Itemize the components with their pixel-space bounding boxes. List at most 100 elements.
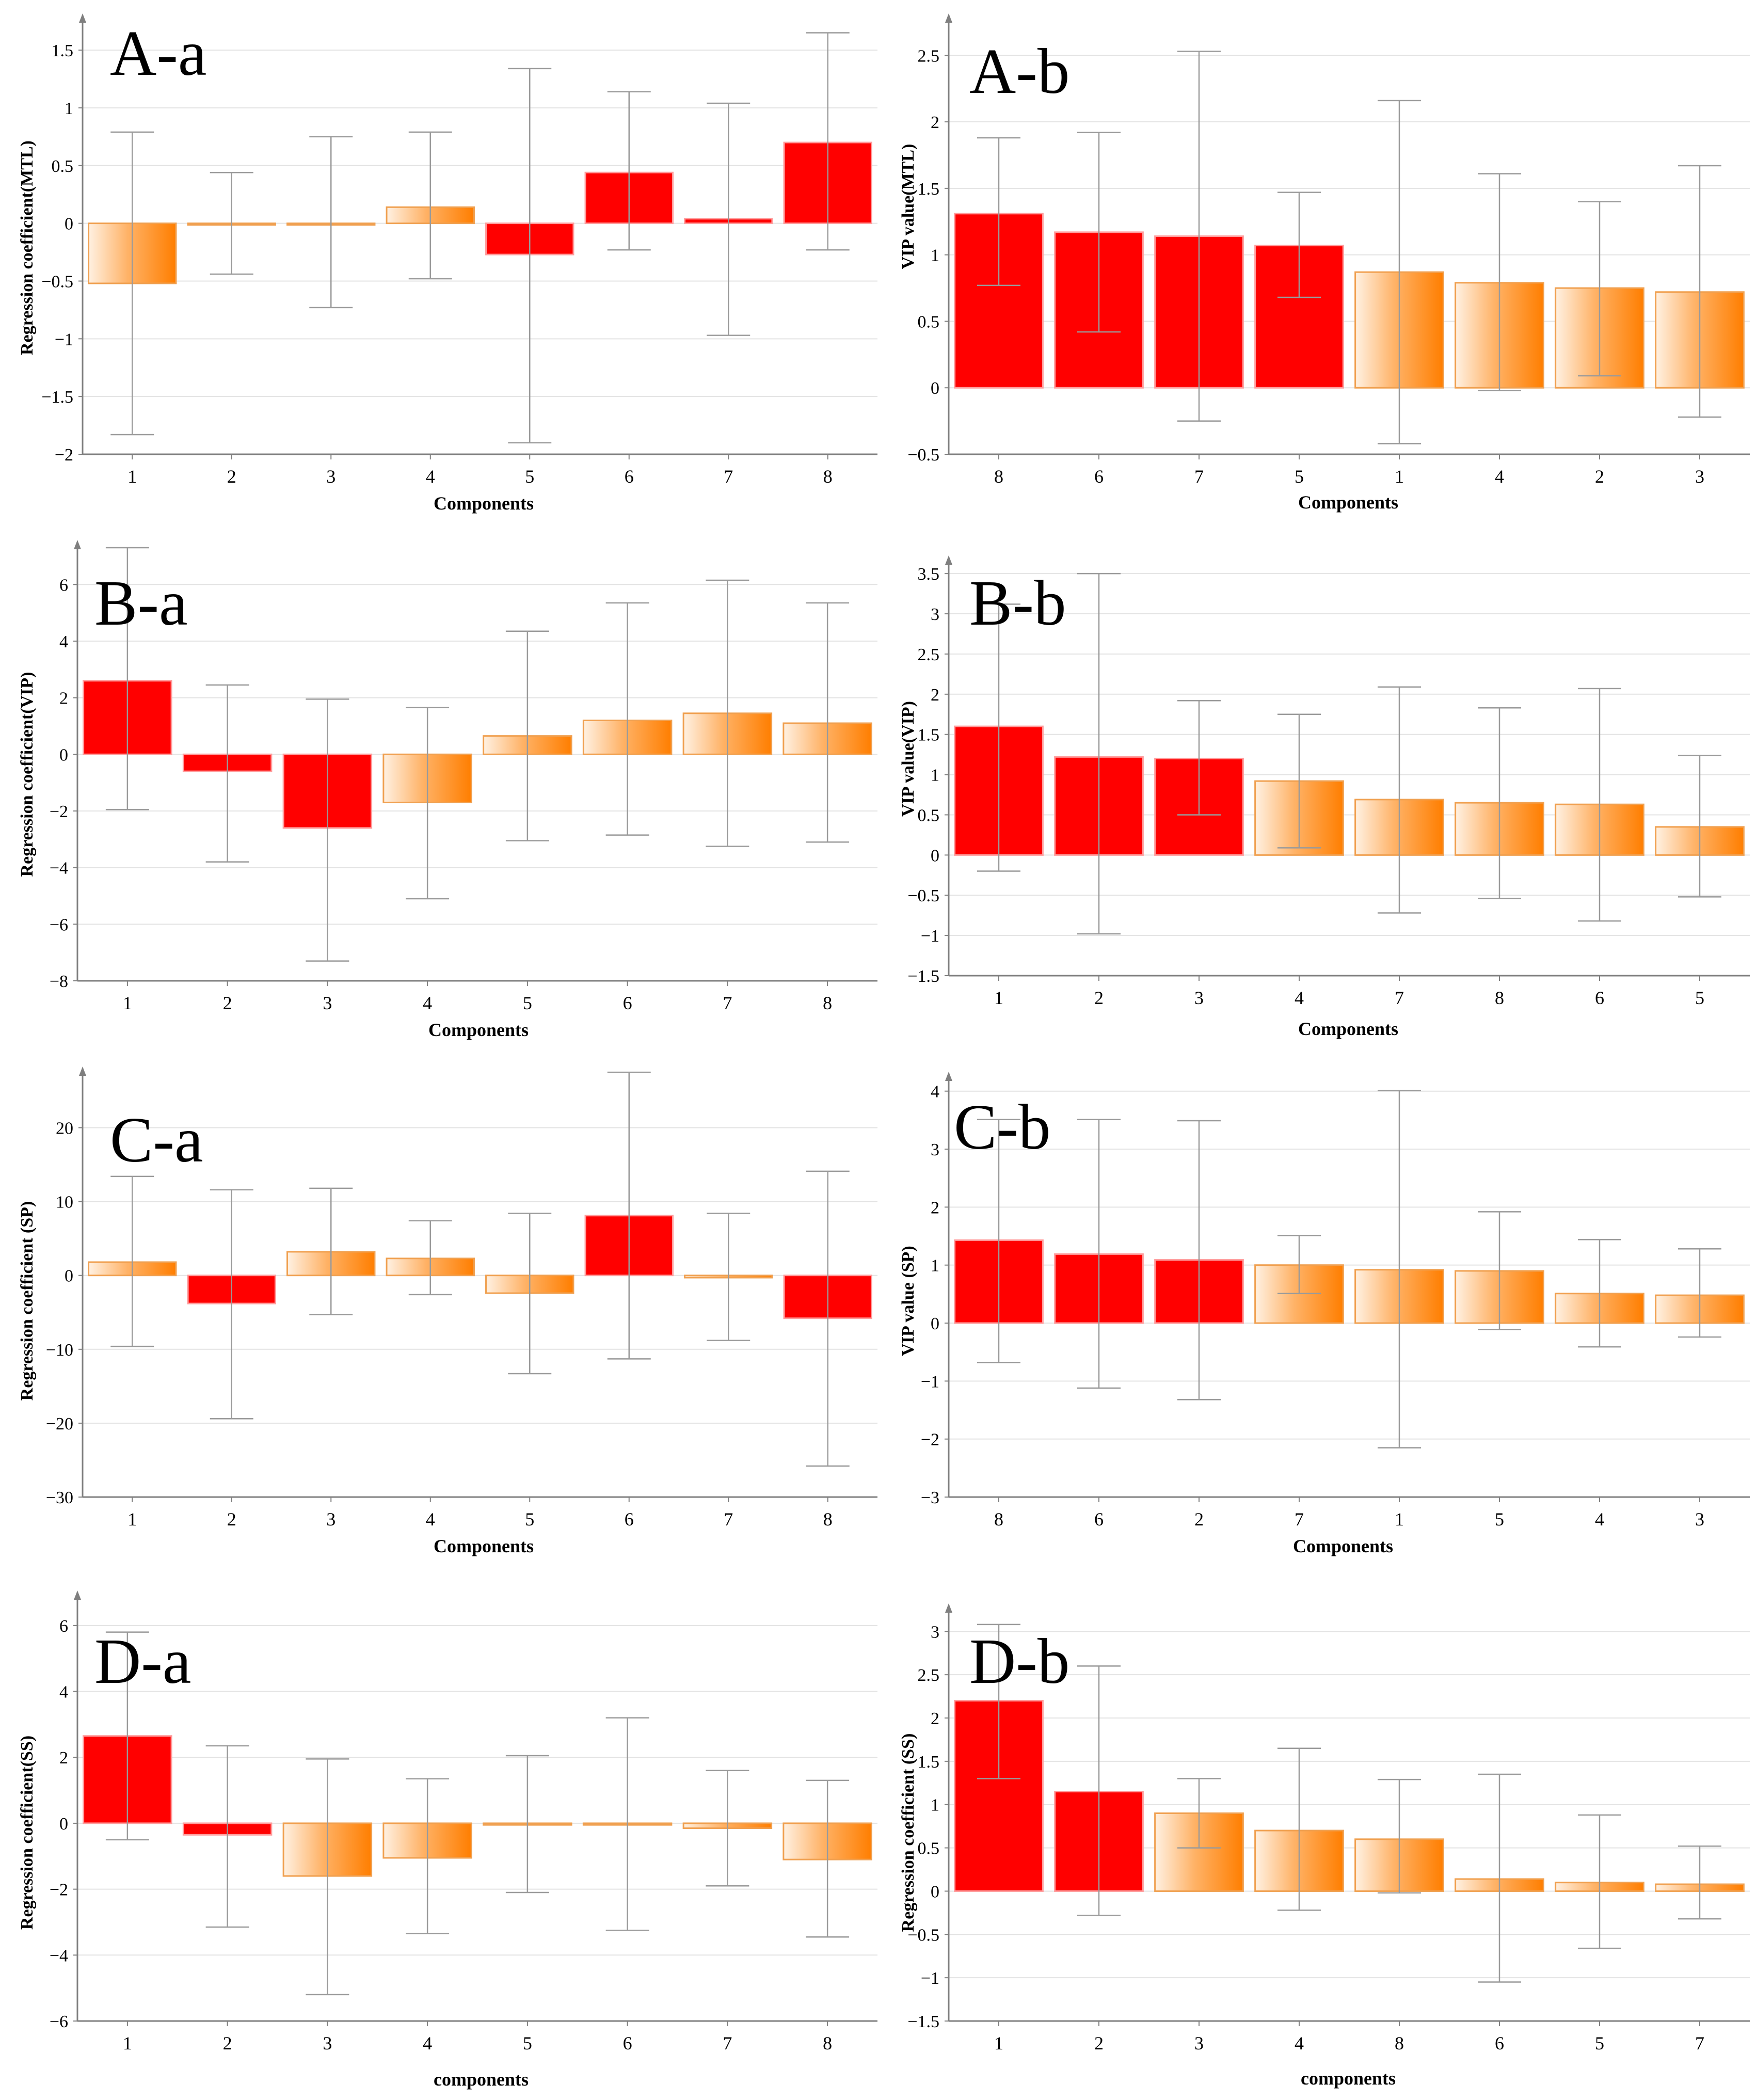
x-tick-label: 5 (1495, 1509, 1504, 1530)
error-bars (110, 32, 850, 443)
x-tick-label: 1 (123, 2033, 132, 2054)
x-tick-labels: 1 2 3 4 5 6 7 8 (127, 466, 833, 487)
axes (73, 540, 877, 986)
y-tick-label: 2.5 (918, 46, 940, 66)
panel-D-a: −6 −4 −2 0 2 4 6 1 2 3 4 5 6 7 8 components Regressio… (18, 1590, 877, 2090)
y-tick-label: 3 (931, 1140, 939, 1159)
x-tick-label: 5 (1695, 988, 1704, 1008)
y-tick-label: −0.5 (907, 886, 939, 905)
axes (73, 1590, 877, 2026)
y-axis-arrow-icon (79, 1067, 86, 1076)
x-tick-labels: 8 6 7 5 1 4 2 3 (994, 466, 1704, 487)
error-bars (977, 1624, 1721, 1983)
y-axis-arrow-icon (945, 13, 952, 23)
x-tick-label: 6 (1495, 2033, 1504, 2054)
x-tick-label: 6 (623, 2033, 632, 2054)
y-tick-label: 0.5 (52, 157, 74, 176)
y-tick-label: 2 (931, 1709, 939, 1728)
x-tick-label: 2 (223, 2033, 232, 2054)
axes (945, 13, 1750, 459)
axes (945, 555, 1750, 981)
panel-A-a: −2 −1.5 −1 −0.5 0 0.5 1 1.5 1 2 3 4 5 6 7 8 Components… (18, 13, 877, 514)
x-tick-label: 2 (1094, 2033, 1104, 2054)
y-tick-label: −4 (50, 1946, 68, 1965)
y-axis-label: VIP value (SP) (899, 1246, 918, 1356)
y-axis-label: Regression coefficient(SS) (18, 1736, 37, 1930)
y-tick-label: 2 (59, 1748, 68, 1768)
x-tick-labels: 8 6 2 7 1 5 4 3 (994, 1509, 1704, 1530)
y-tick-label: −3 (921, 1488, 939, 1507)
x-tick-label: 4 (423, 993, 432, 1013)
x-tick-label: 6 (1094, 466, 1104, 487)
bars (954, 1699, 1745, 1892)
y-tick-label: −8 (50, 972, 68, 991)
bars (954, 213, 1745, 389)
y-tick-label: −20 (46, 1414, 73, 1434)
y-axis-arrow-icon (945, 1603, 952, 1613)
y-tick-label: −1 (921, 1372, 939, 1391)
y-tick-label: −0.5 (907, 1926, 939, 1945)
panel-label: B-a (94, 568, 187, 639)
x-tick-label: 7 (723, 993, 732, 1013)
y-tick-label: 2.5 (918, 645, 940, 664)
error-bars (105, 547, 850, 962)
x-tick-label: 1 (123, 993, 132, 1013)
y-tick-label: 0.5 (918, 1839, 940, 1858)
x-tick-label: 5 (523, 2033, 532, 2054)
y-tick-label: −1 (55, 330, 73, 349)
x-tick-label: 2 (227, 466, 236, 487)
x-tick-label: 2 (1094, 988, 1104, 1008)
panel-A-b: −0.5 0 0.5 1 1.5 2 2.5 8 6 7 5 1 4 2 3 Components VIP… (899, 13, 1750, 513)
x-tick-labels: 1 2 3 4 5 6 7 8 (123, 993, 832, 1013)
y-tick-label: 1 (931, 1796, 939, 1815)
panel-label: D-a (94, 1626, 191, 1697)
x-axis-label: Components (1298, 492, 1398, 513)
y-axis-label: Regression coefficient (SP) (18, 1201, 37, 1401)
y-tick-label: 4 (59, 1683, 68, 1702)
bars (954, 1239, 1745, 1324)
x-tick-labels: 1 2 3 4 5 6 7 8 (127, 1509, 833, 1530)
x-tick-label: 8 (823, 2033, 832, 2054)
x-tick-label: 7 (1194, 466, 1204, 487)
x-tick-label: 4 (426, 1509, 435, 1530)
grid-lines (77, 584, 877, 981)
y-tick-label: −4 (50, 859, 68, 878)
x-tick-label: 8 (1395, 2033, 1404, 2054)
x-tick-label: 3 (323, 993, 332, 1013)
y-tick-label: 0 (931, 379, 939, 398)
y-tick-labels: −0.5 0 0.5 1 1.5 2 2.5 (907, 46, 939, 465)
x-tick-label: 3 (326, 466, 336, 487)
x-tick-labels: 1 2 3 4 8 6 5 7 (994, 2033, 1704, 2054)
y-tick-label: 1 (65, 99, 73, 118)
panel-label: A-b (969, 36, 1069, 107)
x-tick-label: 7 (1395, 988, 1404, 1008)
y-tick-label: −1.5 (907, 2012, 939, 2031)
x-tick-label: 5 (1595, 2033, 1604, 2054)
x-tick-label: 7 (1295, 1509, 1304, 1530)
x-tick-label: 4 (1495, 466, 1504, 487)
x-tick-label: 3 (1194, 988, 1204, 1008)
grid-lines (83, 50, 877, 455)
axes (945, 1072, 1750, 1502)
x-tick-label: 7 (724, 466, 733, 487)
x-tick-label: 1 (994, 2033, 1003, 2054)
y-tick-label: 2.5 (918, 1666, 940, 1685)
panel-C-a: −30 −20 −10 0 10 20 1 2 3 4 5 6 7 8 Components Regre… (18, 1067, 877, 1556)
x-axis-label: components (434, 2069, 529, 2090)
y-tick-label: 1.5 (918, 726, 940, 745)
bars (88, 1215, 872, 1319)
y-tick-label: 0.5 (918, 312, 940, 331)
panel-B-b: −1.5 −1 −0.5 0 0.5 1 1.5 2 2.5 3 3.5 1 2 3 4 7 8 6 5 Comp… (899, 555, 1750, 1039)
x-axis-label: Components (434, 1536, 534, 1556)
panel-label: C-a (110, 1105, 203, 1176)
x-tick-label: 1 (127, 1509, 137, 1530)
x-axis-label: components (1301, 2068, 1396, 2089)
panel-label: C-b (954, 1092, 1051, 1163)
x-tick-label: 8 (994, 466, 1003, 487)
x-tick-label: 4 (1295, 988, 1304, 1008)
x-tick-label: 2 (1194, 1509, 1204, 1530)
x-axis-label: Components (1298, 1019, 1398, 1039)
panel-label: D-b (969, 1626, 1069, 1697)
x-tick-label: 8 (1495, 988, 1504, 1008)
